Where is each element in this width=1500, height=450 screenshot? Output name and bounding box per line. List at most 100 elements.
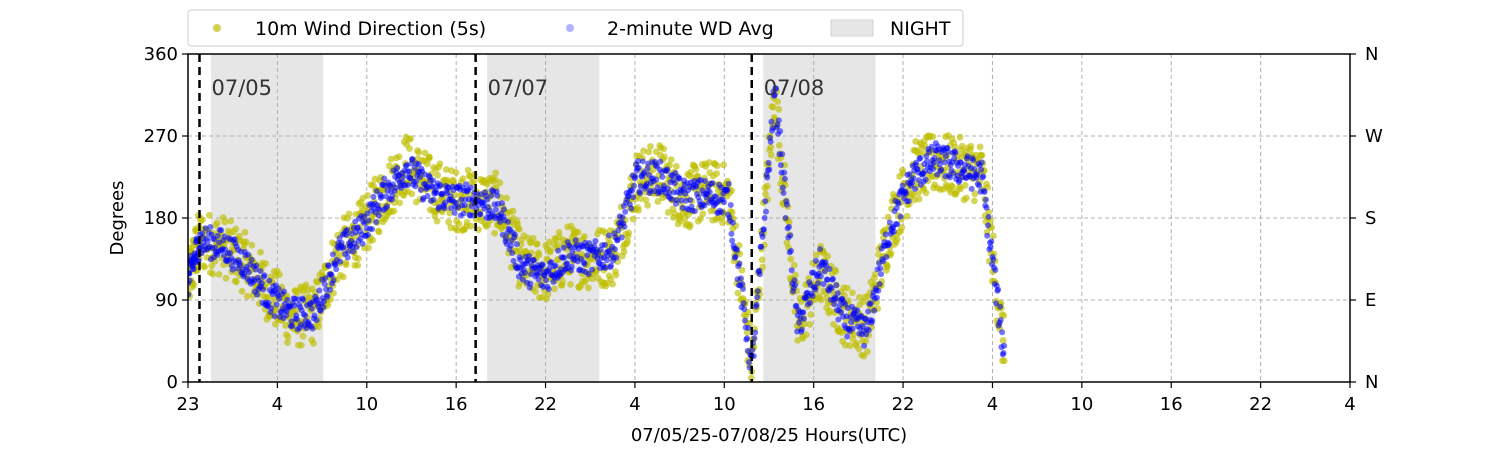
wd-avg-point [817, 246, 824, 253]
legend-swatch-night [830, 19, 874, 37]
wind-5s-point [535, 251, 543, 259]
wd-avg-point [253, 262, 260, 269]
day-marker-layer: 07/05 07/07 07/08 [198, 54, 824, 382]
wd-avg-point [964, 153, 971, 160]
wd-avg-point [613, 254, 620, 261]
wd-avg-point [424, 192, 431, 199]
wind-5s-point [612, 271, 620, 279]
wd-avg-point [430, 196, 437, 203]
wd-avg-point [321, 298, 328, 305]
wd-avg-point [834, 290, 841, 297]
wd-avg-point [394, 164, 401, 171]
wd-avg-point [909, 179, 916, 186]
wind-5s-point [232, 225, 240, 233]
wd-avg-point [741, 317, 748, 324]
wind-5s-point [775, 141, 783, 149]
wd-avg-point [930, 166, 937, 173]
wind-5s-point [509, 207, 517, 215]
wd-avg-point [829, 275, 836, 282]
wd-avg-point [568, 263, 575, 270]
legend-label-wind-5s: 10m Wind Direction (5s) [255, 18, 486, 40]
wind-5s-point [738, 266, 746, 274]
wd-avg-point [751, 335, 758, 342]
wind-5s-point [978, 151, 986, 159]
wd-avg-point [406, 168, 413, 175]
wind-5s-point [775, 105, 783, 113]
wind-5s-point [554, 241, 562, 249]
wd-avg-point [997, 303, 1004, 310]
wd-avg-point [995, 286, 1002, 293]
wd-avg-point [764, 174, 771, 181]
wd-avg-point [563, 260, 570, 267]
wd-avg-point [266, 277, 273, 284]
wind-5s-point [190, 281, 198, 289]
wd-avg-point [756, 271, 763, 278]
wd-avg-point [188, 270, 193, 277]
wd-avg-point [869, 317, 876, 324]
wind-5s-point [284, 339, 291, 346]
wd-avg-point [877, 265, 884, 272]
wd-avg-point [513, 241, 520, 248]
wd-avg-point [572, 237, 579, 244]
wd-avg-point [941, 159, 948, 166]
wd-avg-point [344, 254, 351, 261]
wd-avg-point [961, 168, 968, 175]
wd-avg-point [758, 243, 765, 250]
wd-avg-point [309, 325, 316, 332]
wind-5s-point [705, 159, 713, 166]
wd-avg-point [329, 251, 336, 258]
wd-avg-point [313, 317, 320, 324]
wd-avg-point [337, 258, 344, 265]
wd-avg-point [601, 241, 608, 248]
wind-5s-point [922, 189, 930, 197]
wd-avg-point [441, 205, 448, 212]
wind-5s-point [903, 212, 911, 220]
wd-avg-point [494, 192, 501, 199]
wind-5s-point [909, 191, 917, 198]
wd-avg-point [765, 159, 772, 166]
wd-avg-point [202, 225, 209, 232]
wind-5s-point [970, 197, 978, 205]
wd-avg-point [584, 252, 591, 259]
wd-avg-point [628, 205, 635, 212]
wd-avg-point [333, 266, 340, 273]
wd-avg-point [945, 148, 952, 155]
wd-avg-point [630, 194, 637, 201]
wd-avg-point [974, 171, 981, 178]
wd-avg-point [327, 286, 334, 293]
x-tick-label: 23 [177, 394, 200, 415]
wind-5s-point [580, 232, 588, 240]
wd-avg-point [873, 294, 880, 301]
wd-avg-point [552, 262, 559, 269]
wd-avg-point [261, 272, 268, 279]
x-tick-label: 10 [713, 394, 736, 415]
wd-avg-point [417, 186, 424, 193]
wd-avg-point [895, 200, 902, 207]
wd-avg-point [403, 162, 410, 169]
wind-5s-point [976, 143, 984, 151]
wind-5s-point [242, 238, 250, 246]
wd-avg-point [237, 262, 244, 269]
wd-avg-point [771, 92, 778, 99]
wd-avg-point [511, 231, 518, 238]
wd-avg-point [924, 157, 931, 164]
wd-avg-point [767, 138, 774, 145]
wd-avg-point [709, 180, 716, 187]
y-tick-label: 180 [144, 208, 178, 229]
wd-avg-point [369, 226, 376, 233]
wd-avg-point [530, 257, 537, 264]
y-tick-label: 90 [155, 290, 178, 311]
wd-avg-point [271, 313, 278, 320]
wd-avg-point [981, 189, 988, 196]
wind-5s-point [713, 162, 721, 170]
wind-5s-point [339, 273, 347, 281]
wind-5s-point [794, 336, 802, 344]
wd-avg-point [826, 265, 833, 272]
wd-avg-point [732, 253, 739, 260]
x-tick-label: 4 [1344, 394, 1355, 415]
wd-avg-point [273, 301, 280, 308]
wd-avg-point [561, 254, 568, 261]
wind-5s-point [762, 190, 769, 198]
wind-5s-point [672, 162, 680, 170]
